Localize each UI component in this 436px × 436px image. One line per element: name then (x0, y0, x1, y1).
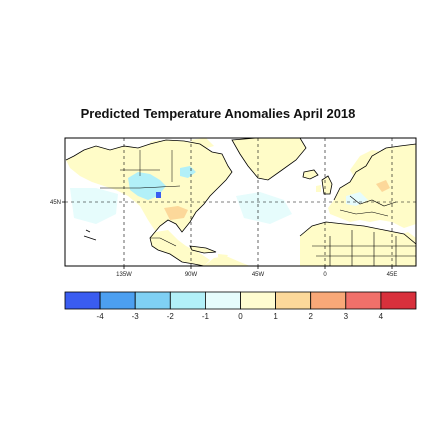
lon-label-45e: 45E (387, 272, 398, 278)
warm-anomaly-europe (376, 180, 390, 192)
colorbar-swatch (99, 291, 136, 310)
colorbar-label: 3 (344, 312, 349, 321)
colorbar-swatch (345, 291, 382, 310)
greenland-land (232, 138, 306, 180)
colorbar-labels: -4 -3 -2 -1 0 1 2 3 4 (97, 312, 384, 321)
colorbar-swatch (310, 291, 347, 310)
lon-labels: 135W 90W 45W 0 45E (116, 272, 397, 278)
cold-anomaly-europe (346, 192, 368, 206)
colorbar-label: 2 (308, 312, 313, 321)
colorbar-label: -4 (97, 312, 105, 321)
colorbar-swatch (380, 291, 417, 310)
colorbar-swatch (275, 291, 312, 310)
arctic-islands-land (150, 138, 214, 154)
arabia-land (396, 232, 416, 258)
caribbean-land (190, 246, 228, 258)
colorbar-label: 4 (379, 312, 384, 321)
colorbar-label: 1 (273, 312, 278, 321)
map-title: Predicted Temperature Anomalies April 20… (80, 106, 356, 121)
colorbar-swatch (204, 291, 241, 310)
colorbar-swatch (169, 291, 206, 310)
colorbar-swatch (64, 291, 101, 310)
colorbar (64, 291, 417, 310)
cold-anomaly-atlantic (236, 192, 292, 224)
lat-label-45n: 45N (50, 200, 61, 206)
colorbar-swatch (240, 291, 276, 310)
lon-label-45w: 45W (252, 272, 265, 278)
colorbar-label: -2 (167, 312, 175, 321)
gridlines (65, 138, 416, 266)
colorbar-swatch (134, 291, 171, 310)
british-isles-land (316, 176, 332, 194)
lon-label-0: 0 (323, 272, 327, 278)
africa-land (300, 222, 416, 266)
colorbar-label: -1 (202, 312, 210, 321)
colorbar-label: 0 (238, 312, 243, 321)
warm-anomaly-plains (164, 206, 188, 220)
cold-anomaly-pacific (70, 188, 118, 224)
cold-anomaly-core (156, 192, 161, 198)
borders (65, 138, 416, 266)
south-america-land (204, 256, 250, 266)
axis-ticks (62, 201, 393, 269)
europe-land (328, 144, 416, 228)
lon-label-135w: 135W (116, 272, 132, 278)
lon-label-90w: 90W (185, 272, 198, 278)
cold-anomaly-north-canada (180, 166, 196, 178)
anomaly-shading (70, 166, 390, 224)
colorbar-label: -3 (132, 312, 140, 321)
